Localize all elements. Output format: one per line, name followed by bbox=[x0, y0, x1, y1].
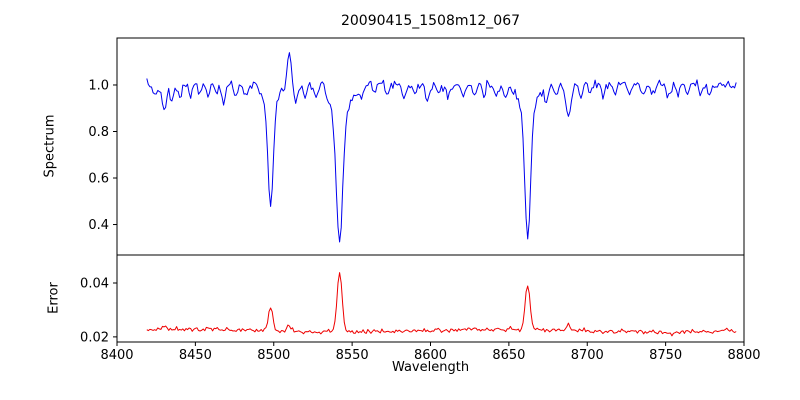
spectrum-y-tick-label: 0.8 bbox=[88, 125, 109, 140]
x-tick-label: 8400 bbox=[100, 348, 133, 363]
spectrum-y-tick-label: 1.0 bbox=[88, 78, 109, 93]
error-y-tick-label: 0.04 bbox=[80, 277, 109, 292]
spectrum-line bbox=[146, 52, 737, 243]
x-tick-label: 8800 bbox=[727, 348, 760, 363]
spectrum-y-tick-label: 0.6 bbox=[88, 172, 109, 187]
x-tick-label: 8650 bbox=[492, 348, 525, 363]
x-tick-label: 8700 bbox=[571, 348, 604, 363]
x-tick-label: 8550 bbox=[336, 348, 369, 363]
x-tick-label: 8450 bbox=[179, 348, 212, 363]
error-line bbox=[146, 272, 737, 337]
error-y-tick-label: 0.02 bbox=[80, 330, 109, 345]
x-tick-label: 8500 bbox=[257, 348, 290, 363]
x-tick-label: 8600 bbox=[414, 348, 447, 363]
spectrum-panel-border bbox=[116, 37, 745, 256]
wavelength-axis-label: Wavelength bbox=[391, 360, 470, 375]
x-tick-label: 8750 bbox=[649, 348, 682, 363]
chart-title: 20090415_1508m12_067 bbox=[340, 13, 521, 29]
spectrum-y-tick-label: 0.4 bbox=[88, 218, 109, 233]
